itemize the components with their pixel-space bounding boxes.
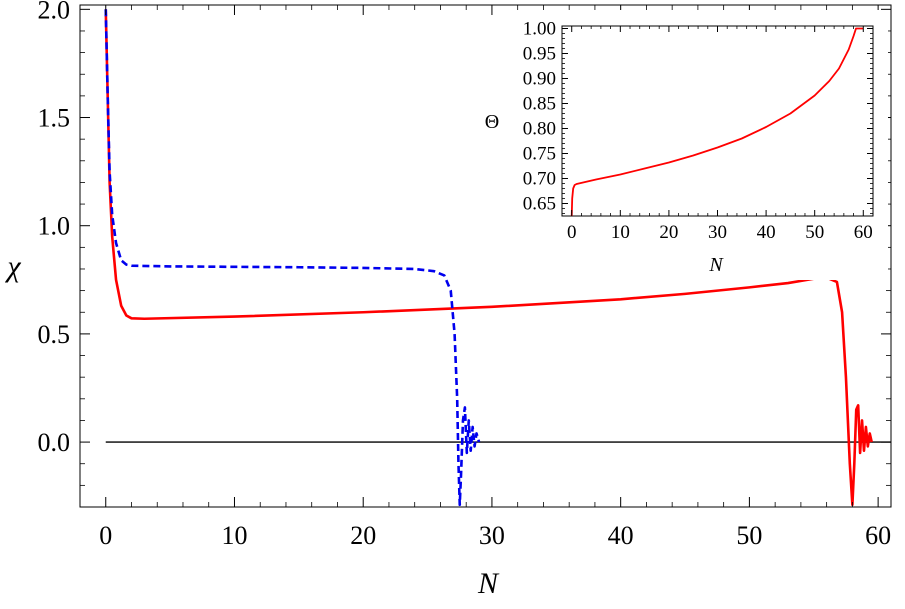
inset-background [508, 10, 888, 280]
x-tick-label: 30 [479, 521, 505, 550]
main-y-axis-title: χ [4, 250, 21, 283]
inset-x-axis-title: N [708, 254, 724, 276]
y-tick-label: 0.65 [523, 194, 556, 215]
y-tick-label: 0.80 [523, 119, 556, 140]
y-tick-label: 0.0 [38, 428, 71, 457]
main-plot-frame [79, 4, 892, 508]
series-line-solid [570, 27, 864, 217]
inset-y-axis-title: Θ [485, 111, 499, 133]
y-tick-label: 2.0 [38, 0, 71, 24]
series-line-dashed [104, 9, 481, 507]
x-tick-label: 20 [659, 222, 678, 243]
y-tick-label: 0.85 [523, 94, 556, 115]
main-ticks-group: 0 10 20 30 40 50 60 0.0 0.5 1.0 1.5 2.0 [38, 0, 892, 550]
x-tick-label: 50 [805, 222, 824, 243]
y-tick-label: 0.90 [523, 69, 556, 90]
x-tick-label: 0 [567, 222, 577, 243]
x-tick-label: 20 [350, 521, 376, 550]
x-tick-label: 40 [757, 222, 776, 243]
y-tick-label: 0.70 [523, 169, 556, 190]
x-tick-label: 10 [221, 521, 247, 550]
inset-series-group [570, 27, 864, 217]
main-x-axis-title: N [477, 567, 500, 600]
y-tick-label: 1.0 [38, 212, 71, 241]
y-tick-label: 1.00 [523, 19, 556, 40]
x-tick-label: 40 [608, 521, 634, 550]
x-tick-label: 60 [865, 521, 891, 550]
x-tick-label: 10 [611, 222, 630, 243]
x-tick-label: 50 [736, 521, 762, 550]
x-tick-label: 0 [99, 521, 112, 550]
x-tick-label: 60 [854, 222, 873, 243]
main-chart: 0 10 20 30 40 50 60 0.0 0.5 1.0 1.5 2.0 N χ [4, 0, 892, 600]
inset-chart: 0 10 20 30 40 50 60 0.65 0.70 0.75 0.80 0.85 0.90 0.9… [485, 10, 888, 280]
y-tick-label: 0.75 [523, 144, 556, 165]
inset-ticks-group: 0 10 20 30 40 50 60 0.65 0.70 0.75 0.80 0.85 0.90 0.9… [523, 19, 874, 243]
y-tick-label: 0.95 [523, 44, 556, 65]
x-tick-label: 30 [708, 222, 727, 243]
y-tick-label: 1.5 [38, 104, 71, 133]
y-tick-label: 0.5 [38, 320, 71, 349]
